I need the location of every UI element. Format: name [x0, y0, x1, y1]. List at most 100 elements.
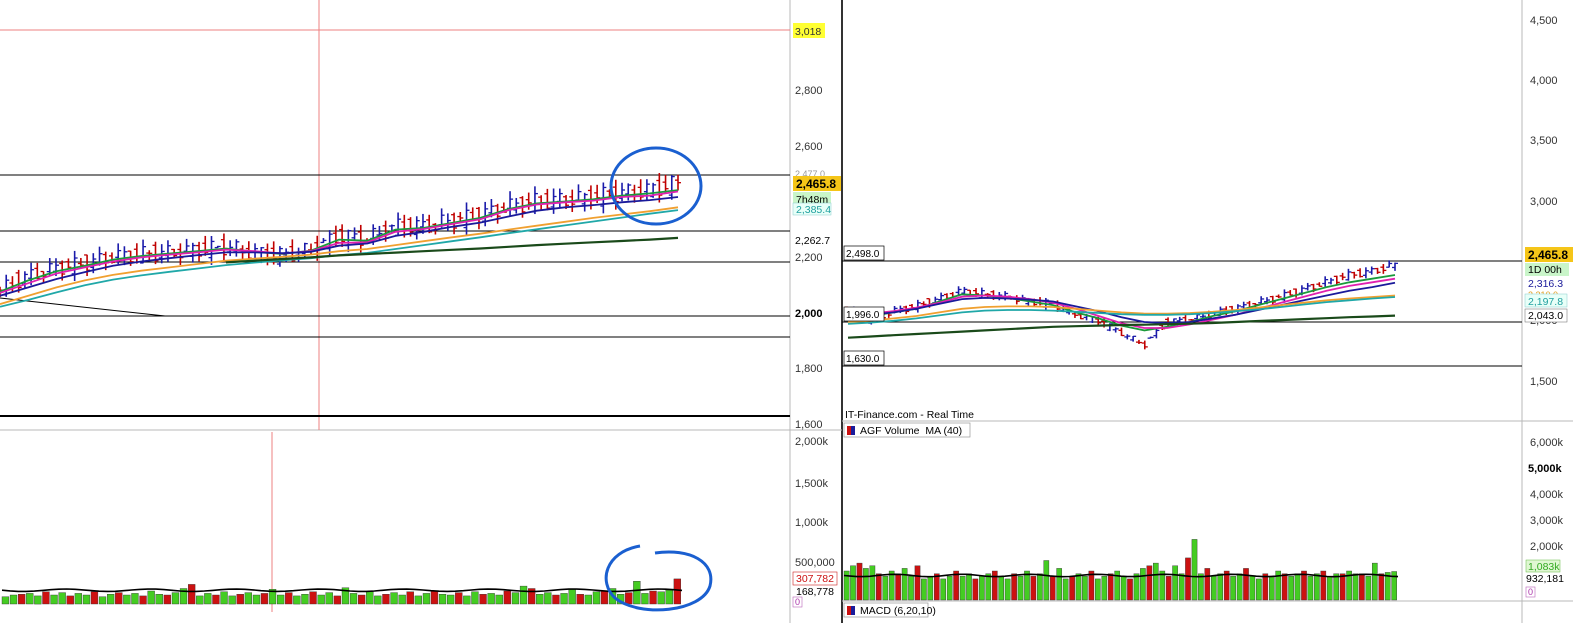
volume-bar — [82, 594, 91, 605]
volume-bar — [503, 590, 511, 605]
volume-bar — [927, 576, 934, 601]
volume-bar — [979, 576, 985, 601]
volume-bar — [374, 595, 382, 605]
volume-bar — [268, 589, 277, 605]
top-label-box — [793, 23, 825, 38]
volume-bar — [90, 591, 99, 605]
last-price-box — [793, 176, 841, 191]
volume-bar — [560, 593, 568, 605]
volume-bar — [1326, 576, 1333, 601]
volume-bar — [673, 578, 682, 605]
ma-line-ma_darkgreen — [847, 314, 1396, 339]
volume-last: 307,782 — [796, 573, 834, 585]
volume-bar — [895, 573, 901, 601]
ma-line-ma_navy — [847, 281, 1396, 325]
volume-bar — [649, 590, 657, 605]
volume-bar — [147, 590, 155, 605]
volume-bar — [1371, 562, 1378, 601]
volume-bar — [665, 589, 673, 605]
volume-bar — [1120, 576, 1127, 601]
volume-bar — [317, 594, 325, 605]
volume-bar — [495, 594, 503, 605]
volume-bar — [1082, 576, 1088, 601]
volume-bar — [1281, 573, 1288, 601]
volume-bar — [1210, 576, 1217, 601]
volume-bar — [1069, 576, 1075, 601]
ma-label: 2,197.8 — [1528, 296, 1563, 308]
volume-bar — [1307, 576, 1314, 601]
volume-bar — [366, 591, 374, 605]
volume-bar — [179, 588, 188, 605]
volume-bar — [212, 594, 220, 605]
volume-bar — [382, 594, 390, 605]
volume-bar — [1249, 576, 1256, 601]
volume-bar — [471, 591, 479, 605]
volume-bar — [921, 578, 927, 601]
volume-bar — [1275, 570, 1281, 601]
volume-bar — [1094, 578, 1101, 601]
y-tick-label: 2,800 — [795, 85, 823, 97]
volume-bar — [42, 591, 50, 605]
source-text: IT-Finance.com - Real Time — [845, 409, 974, 421]
volume-bar — [260, 593, 269, 605]
volume-bar — [576, 594, 584, 605]
level-label: 1,630.0 — [846, 354, 880, 365]
volume-bar — [1320, 570, 1327, 601]
volume-bar — [479, 594, 487, 605]
volume-bar — [972, 578, 979, 601]
vol-tick-label: 4,000k — [1530, 489, 1564, 501]
volume-bar — [196, 595, 204, 605]
volume-bar — [1056, 568, 1062, 601]
volume-bar — [1172, 565, 1178, 601]
level-box — [843, 306, 885, 322]
legend-swatch-down — [847, 426, 851, 435]
volume-bar — [98, 596, 107, 605]
y-tick-label: 3,000 — [1530, 196, 1558, 208]
macd-legend-box[interactable] — [843, 602, 929, 618]
volume-bar — [1088, 570, 1095, 601]
volume-legend-box[interactable] — [843, 422, 971, 438]
volume-bar — [301, 594, 309, 605]
volume-bar — [1230, 576, 1236, 601]
volume-bar — [187, 584, 196, 605]
volume-bar — [869, 565, 876, 601]
volume-bar — [9, 594, 18, 605]
volume-bar — [487, 593, 495, 605]
vol-tick-label: 2,000k — [1530, 541, 1564, 553]
volume-bar — [882, 576, 889, 601]
volume-bar — [447, 594, 455, 605]
volume-last-box — [792, 571, 838, 586]
volume-bar — [1107, 573, 1114, 601]
top-label: 3,018 — [795, 26, 821, 38]
volume-bar — [1030, 576, 1037, 601]
volume-bar — [914, 565, 921, 601]
volume-bar — [1185, 557, 1191, 601]
volume-bar — [358, 594, 366, 605]
y-tick-label: 4,500 — [1530, 15, 1558, 27]
volume-bar — [511, 592, 520, 605]
volume-bar — [519, 585, 528, 605]
countdown-box — [793, 192, 831, 205]
ma-line-ma_darkgreen — [225, 236, 679, 264]
volume-bar — [1333, 573, 1339, 601]
macd-legend: MACD (6,20,10) — [860, 605, 936, 617]
volume-bar — [1204, 568, 1211, 601]
volume-bar — [1346, 570, 1352, 601]
y-tick-label: 3,500 — [1530, 135, 1558, 147]
volume-bar — [908, 576, 914, 601]
ma-line-ma_magenta — [0, 190, 679, 294]
volume-bar — [1191, 539, 1198, 601]
level-box — [843, 350, 885, 366]
volume-bar — [1, 596, 10, 605]
volume-bar — [1301, 570, 1307, 601]
volume-bar — [1288, 576, 1294, 601]
ma-line-ma_teal — [0, 209, 679, 308]
level-label: 1,996.0 — [846, 310, 880, 321]
volume-bar — [1198, 573, 1204, 601]
vol-tick-label: 5,000k — [1528, 463, 1563, 475]
volume-bar — [1146, 565, 1153, 601]
vol-tick-label: 3,000k — [1530, 515, 1564, 527]
y-tick-label: 2,600 — [795, 141, 823, 153]
volume-bar — [309, 591, 317, 605]
